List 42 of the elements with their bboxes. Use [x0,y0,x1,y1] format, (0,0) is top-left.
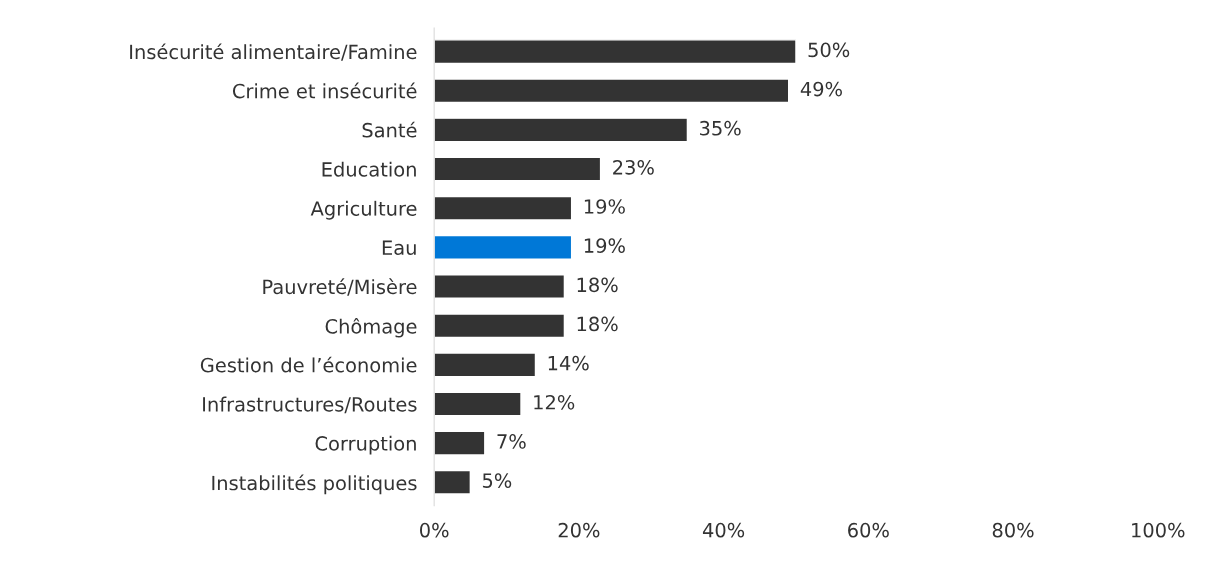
y-tick-label: Insécurité alimentaire/Famine [130,43,417,61]
y-tick-label: Instabilités politiques [212,474,417,495]
bar [434,78,790,104]
x-tick-label: 40% [702,522,745,538]
bar [434,117,689,143]
y-tick-label: Crime et insécurité [232,82,417,99]
data-label: 49% [800,81,842,97]
bar [434,430,486,456]
x-tick-label: 100% [1132,522,1185,538]
bar [434,352,537,378]
y-tick-label: Gestion de l’économie [200,356,417,373]
data-label: 12% [534,394,575,410]
bar [434,469,472,495]
data-label: 19% [584,238,625,254]
bar [434,391,522,417]
bar [434,39,797,65]
x-tick-label: 60% [848,522,889,538]
y-tick-label: Agriculture [310,200,417,220]
data-label: 18% [577,316,618,332]
data-label: 23% [613,159,654,175]
data-label: 14% [548,355,589,371]
y-tick-label: Eau [382,240,416,256]
data-label: 18% [577,277,618,293]
bar [434,313,566,339]
data-label: 7% [497,434,526,449]
bar [434,195,573,221]
bar [434,234,573,260]
x-tick-label: 80% [992,522,1034,538]
data-label: 5% [482,473,512,488]
bar [434,274,566,299]
y-tick-label: Santé [362,121,417,138]
y-tick-label: Education [322,161,416,177]
data-label: 50% [808,42,850,58]
y-tick-label: Corruption [315,435,416,455]
x-tick-label: 0% [420,522,449,538]
data-label: 35% [700,120,741,136]
y-tick-label: Infrastructures/Routes [203,396,417,414]
x-tick-label: 20% [558,522,600,538]
bar [434,156,602,182]
data-label: 19% [584,199,625,214]
y-tick-label: Chômage [325,317,417,338]
y-tick-label: Pauvreté/Misère [263,278,417,296]
